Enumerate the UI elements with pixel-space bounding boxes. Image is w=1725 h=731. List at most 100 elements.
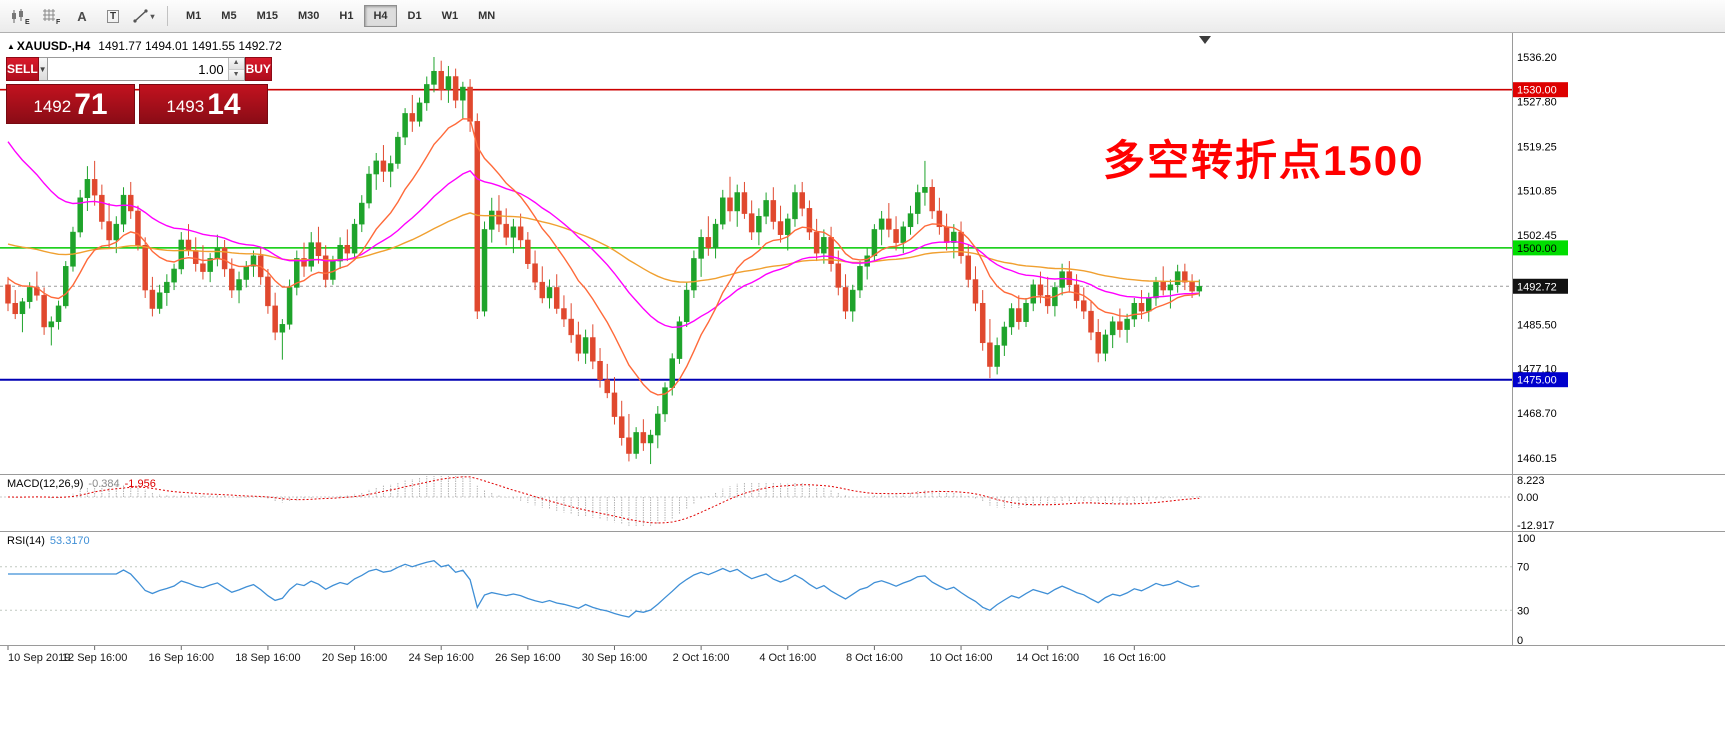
ma-mid [7,141,1200,329]
timeframe-h4[interactable]: H4 [364,5,397,27]
panel-borders [0,33,1725,646]
macd-scale-label: -12.917 [1517,520,1554,532]
timeframe-buttons: M1 M5 M15 M30 H1 H4 D1 W1 MN [177,5,504,27]
svg-text:1475.00: 1475.00 [1517,375,1557,387]
chevron-down-icon: ▾ [150,11,155,21]
svg-text:26 Sep 16:00: 26 Sep 16:00 [495,652,560,664]
moving-averages-layer [7,118,1200,396]
svg-text:1519.25: 1519.25 [1517,141,1557,153]
sell-price-display[interactable]: 1492 71 [6,84,135,124]
svg-text:30 Sep 16:00: 30 Sep 16:00 [582,652,647,664]
rsi-layer [0,559,1512,618]
macd-scale-label: 8.223 [1517,475,1545,487]
volume-input[interactable] [47,58,228,80]
timeframe-m30[interactable]: M30 [289,5,328,27]
volume-decrease-button[interactable]: ▼ [228,69,244,80]
sell-price-pips: 71 [74,88,108,121]
price-axis[interactable]: 1536.20 1527.80 1519.25 1510.85 1502.45 1485.… [1513,52,1568,465]
boxed-t-icon: T [106,9,120,23]
toolbar-separator [167,6,168,26]
svg-text:24 Sep 16:00: 24 Sep 16:00 [408,652,473,664]
sell-button[interactable]: SELL [6,57,39,81]
svg-text:14 Oct 16:00: 14 Oct 16:00 [1016,652,1079,664]
rsi-value: 53.3170 [49,535,90,547]
volume-increase-button[interactable]: ▲ [228,58,244,70]
ea-grid-button[interactable]: F [37,4,65,28]
macd-signal-value: -1.956 [124,478,156,490]
buy-price-display[interactable]: 1493 14 [139,84,268,124]
macd-main-value: -0.384 [88,478,120,490]
volume-dropdown-button[interactable]: ▼ [38,57,48,81]
symbol-info: ▲ XAUUSD-,H4 1491.77 1494.01 1491.55 1492.… [7,39,282,53]
trendline-icon [133,9,149,23]
svg-text:2 Oct 16:00: 2 Oct 16:00 [673,652,730,664]
trade-prices-row: 1492 71 1493 14 [6,84,268,124]
svg-text:20 Sep 16:00: 20 Sep 16:00 [322,652,387,664]
svg-text:1492.72: 1492.72 [1517,281,1557,293]
letter-a-icon: A [77,8,87,24]
text-label-tool-button[interactable]: A [68,4,96,28]
svg-text:4 Oct 16:00: 4 Oct 16:00 [759,652,816,664]
grid-icon: F [43,8,61,25]
trade-controls-row: SELL ▼ ▲ ▼ BUY [6,57,272,81]
rsi-scale-label: 100 [1517,533,1535,545]
svg-text:1527.80: 1527.80 [1517,96,1557,108]
candles-layer [5,57,1203,465]
svg-text:16 Oct 16:00: 16 Oct 16:00 [1103,652,1166,664]
collapse-triangle-icon[interactable]: ▲ [7,42,15,51]
svg-text:1485.50: 1485.50 [1517,319,1557,331]
volume-spinner: ▲ ▼ [227,58,244,80]
timeframe-h1[interactable]: H1 [330,5,362,27]
svg-text:8 Oct 16:00: 8 Oct 16:00 [846,652,903,664]
buy-price-base: 1493 [166,97,205,116]
symbol-ohlc: 1491.77 1494.01 1491.55 1492.72 [98,39,282,53]
timeframe-m1[interactable]: M1 [177,5,210,27]
rsi-scale-label: 0 [1517,635,1523,647]
rsi-scale-label: 30 [1517,605,1529,617]
timeframe-mn[interactable]: MN [469,5,504,27]
rsi-title: RSI(14) [7,535,45,547]
rsi-scale-label: 70 [1517,562,1529,574]
timeframe-w1[interactable]: W1 [433,5,468,27]
symbol-title: XAUUSD-,H4 [16,39,91,53]
svg-text:1502.45: 1502.45 [1517,230,1557,242]
sell-price-base: 1492 [33,97,72,116]
ma-slow [7,212,1200,283]
svg-text:E: E [25,19,30,25]
macd-indicator-label: MACD(12,26,9) -0.384 -1.956 [7,478,156,490]
timeframe-m5[interactable]: M5 [212,5,245,27]
chart-shift-marker[interactable] [1199,36,1211,44]
ea-candles-button[interactable]: E [6,4,34,28]
toolbar: E F A T ▾ M1 M5 M15 M30 H1 H4 D1 W1 MN [0,0,1725,33]
svg-text:1468.70: 1468.70 [1517,408,1557,420]
svg-text:10 Sep 2019: 10 Sep 2019 [8,652,70,664]
macd-layer [0,476,1512,527]
svg-text:1510.85: 1510.85 [1517,186,1557,198]
svg-text:16 Sep 16:00: 16 Sep 16:00 [149,652,214,664]
timeframe-d1[interactable]: D1 [399,5,431,27]
chart-annotation-text: 多空转折点1500 [1103,137,1425,184]
rsi-indicator-label: RSI(14) 53.3170 [7,535,90,547]
buy-button[interactable]: BUY [244,57,272,81]
svg-text:10 Oct 16:00: 10 Oct 16:00 [930,652,993,664]
chevron-down-icon: ▼ [38,64,47,74]
buy-price-pips: 14 [207,88,241,121]
svg-text:1460.15: 1460.15 [1517,453,1557,465]
svg-text:F: F [56,19,61,25]
svg-text:18 Sep 16:00: 18 Sep 16:00 [235,652,300,664]
svg-text:1536.20: 1536.20 [1517,52,1557,64]
text-box-tool-button[interactable]: T [99,4,127,28]
line-studies-tool-button[interactable]: ▾ [130,4,158,28]
volume-field: ▲ ▼ [47,57,245,81]
ma-fast [7,118,1200,396]
candle-chart-icon: E [12,8,30,25]
macd-scale-label: 0.00 [1517,492,1538,504]
svg-text:1530.00: 1530.00 [1517,85,1557,97]
svg-text:1500.00: 1500.00 [1517,243,1557,255]
timeframe-m15[interactable]: M15 [248,5,287,27]
macd-title: MACD(12,26,9) [7,478,84,490]
